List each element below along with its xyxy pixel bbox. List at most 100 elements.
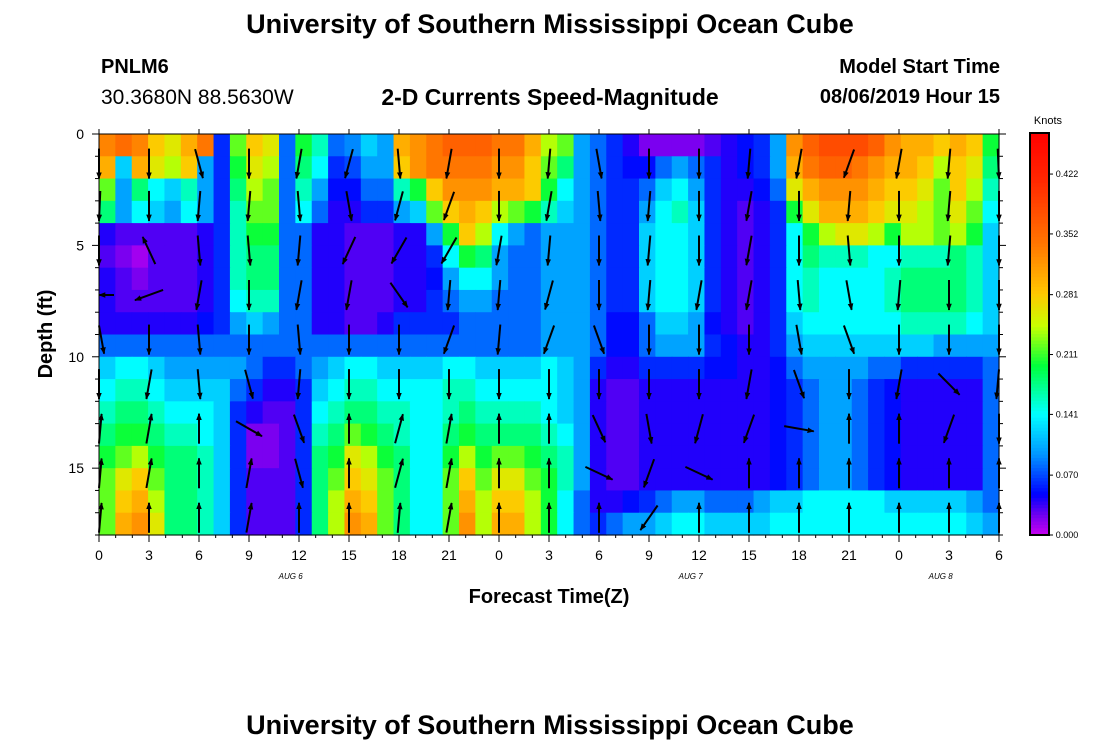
current-arrow (742, 414, 756, 444)
heatmap-cell (606, 490, 624, 514)
heatmap-cell (868, 445, 886, 469)
heatmap-cell (442, 334, 460, 358)
heatmap-cell (164, 156, 182, 180)
colorbar-segment (1030, 226, 1049, 231)
heatmap-cell (246, 267, 264, 291)
current-arrow (744, 369, 753, 400)
heatmap-cell (868, 289, 886, 313)
heatmap-cell (328, 334, 346, 358)
heatmap-cell (966, 245, 984, 269)
heatmap-cell (671, 379, 689, 402)
heatmap-cell (148, 423, 166, 447)
current-arrow (745, 148, 752, 180)
heatmap-cell (982, 223, 1000, 246)
heatmap-cell (213, 401, 231, 425)
date-label: AUG 7 (678, 572, 704, 581)
heatmap-cell (868, 356, 886, 380)
heatmap-cell (164, 267, 182, 291)
colorbar-segment (1030, 508, 1049, 513)
colorbar-segment (1030, 169, 1049, 174)
heatmap-cell (426, 223, 444, 246)
heatmap-cell (246, 445, 264, 469)
heatmap-cell (819, 512, 836, 536)
heatmap-cell (459, 312, 476, 336)
heatmap-cell (164, 490, 182, 514)
heatmap-cell (393, 334, 411, 358)
heatmap-cell (229, 156, 247, 180)
heatmap-cell (769, 468, 787, 492)
heatmap-cell (148, 245, 166, 269)
heatmap-cell (933, 267, 951, 291)
colorbar-segment (1030, 464, 1049, 469)
heatmap-cell (180, 490, 198, 514)
heatmap-cell (868, 245, 886, 269)
colorbar-segment (1030, 401, 1049, 405)
heatmap-cell (180, 200, 198, 224)
heatmap-cell (164, 445, 182, 469)
current-arrow (245, 457, 254, 489)
heatmap-cell (295, 178, 313, 202)
current-arrow (584, 465, 614, 481)
heatmap-cell (426, 200, 444, 224)
heatmap-cell (655, 379, 673, 402)
colorbar-segment (1030, 210, 1049, 214)
heatmap-cell (328, 468, 346, 492)
heatmap-cell (753, 134, 771, 157)
current-arrow (596, 190, 603, 222)
heatmap-cell (377, 223, 395, 246)
colorbar-segment (1030, 243, 1049, 248)
current-arrow (642, 458, 656, 489)
heatmap-cell (377, 178, 395, 202)
heatmap-cell (704, 223, 722, 246)
heatmap-cell (835, 267, 853, 291)
heatmap-cell (409, 156, 427, 180)
heatmap-cell (769, 445, 787, 469)
heatmap-cell (786, 401, 804, 425)
heatmap-cell (262, 379, 280, 402)
heatmap-cell (966, 334, 984, 358)
heatmap-cell (688, 134, 706, 157)
heatmap-cell (508, 223, 526, 246)
heatmap-cell (360, 401, 378, 425)
heatmap-cell (557, 267, 575, 291)
colorbar-segment (1030, 514, 1049, 519)
current-arrow (444, 148, 453, 180)
heatmap-cell (524, 356, 542, 380)
heatmap-cell (262, 267, 280, 291)
heatmap-cell (459, 200, 476, 224)
heatmap-cell (622, 356, 640, 380)
heatmap-cell (933, 289, 951, 313)
heatmap-cell (508, 445, 526, 469)
heatmap-cell (655, 134, 673, 157)
heatmap-cell (802, 312, 820, 336)
heatmap-cell (229, 445, 247, 469)
current-arrow (937, 372, 961, 396)
current-arrow (344, 280, 353, 311)
heatmap-cell (426, 490, 444, 514)
colorbar-segment (1030, 173, 1049, 178)
heatmap-cell (639, 445, 656, 469)
heatmap-cell (949, 156, 967, 180)
heatmap-cell (949, 356, 967, 380)
heatmap-cell (115, 334, 133, 358)
x-tick-label: 6 (995, 547, 1003, 563)
heatmap-cell (360, 334, 378, 358)
heatmap-cell (819, 334, 836, 358)
heatmap-cell (279, 267, 296, 291)
heatmap-cell (311, 468, 329, 492)
heatmap-cell (671, 445, 689, 469)
heatmap-cell (491, 356, 509, 380)
heatmap-cell (671, 223, 689, 246)
heatmap-cell (393, 178, 411, 202)
heatmap-cell (851, 134, 869, 157)
current-arrow (645, 413, 654, 445)
colorbar-segment (1030, 216, 1049, 221)
heatmap-cell (737, 134, 755, 157)
heatmap-cell (917, 334, 935, 358)
heatmap-cell (966, 200, 984, 224)
current-arrow (994, 369, 1000, 400)
colorbar-segment (1030, 313, 1049, 318)
heatmap-cell (688, 379, 706, 402)
heatmap-cell (279, 156, 296, 180)
heatmap-cell (213, 490, 231, 514)
